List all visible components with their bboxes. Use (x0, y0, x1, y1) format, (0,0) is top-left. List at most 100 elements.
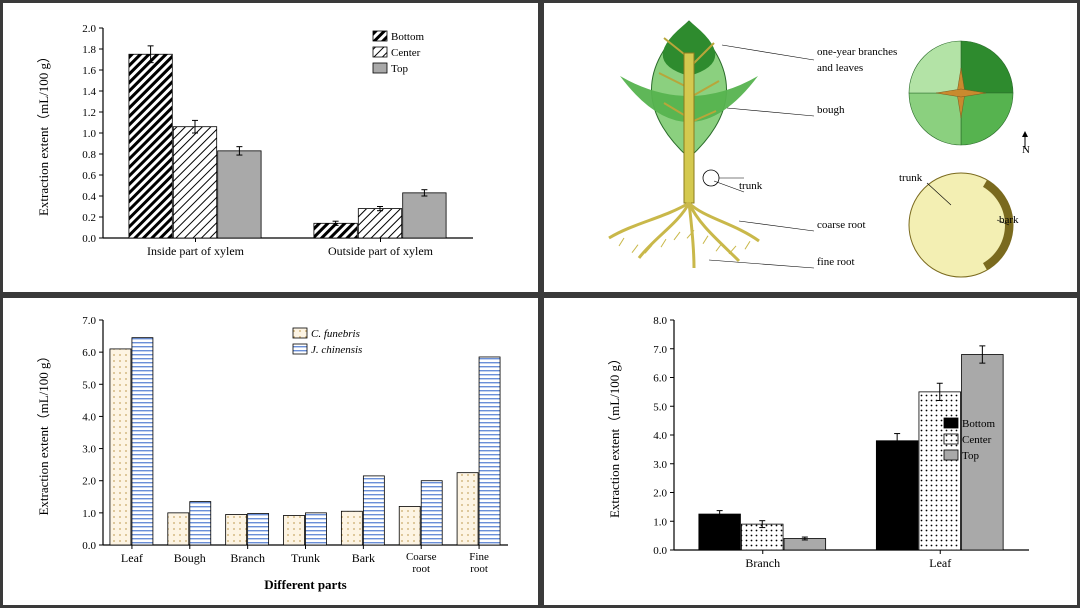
legend-label: Top (962, 450, 979, 462)
tree-diagram: one-year branches and leaves bough trunk coa… (544, 3, 1077, 292)
legend-swatch (944, 418, 958, 428)
xtick-label: Outside part of xylem (328, 244, 434, 258)
ytick-label: 1.8 (82, 44, 96, 56)
ytick-label: 2.0 (653, 488, 667, 500)
ytick-label: 1.4 (82, 86, 96, 98)
ytick-label: 1.0 (82, 508, 96, 520)
bar (218, 151, 261, 238)
panel-d: 0.0 1.0 2.0 3.0 4.0 5.0 6.0 7.0 8.0 Extraction ex… (541, 295, 1080, 608)
figure-grid: 0.0 0.2 0.4 0.6 0.8 1.0 1.2 1.4 1.6 1.8 2.0 Extract… (0, 0, 1080, 608)
legend-swatch (373, 31, 387, 41)
ytick-label: 5.0 (82, 379, 96, 391)
ytick-label: 7.0 (82, 315, 96, 327)
ytick-label: 0.0 (82, 540, 96, 552)
diagram-label: and leaves (817, 62, 863, 74)
xtick-label: Branch (230, 551, 265, 565)
ytick-label: 6.0 (82, 347, 96, 359)
ytick-label: 7.0 (653, 344, 667, 356)
xtick-label: Bough (174, 551, 206, 565)
bar (421, 481, 442, 545)
bar (129, 54, 172, 238)
ytick-label: 1.6 (82, 65, 96, 77)
bar (919, 392, 961, 550)
xtick-label: root (412, 563, 430, 575)
xtick-label: Coarse (406, 551, 437, 563)
bar (876, 441, 918, 550)
legend-label: J. chinensis (311, 344, 362, 356)
ytick-label: 2.0 (82, 476, 96, 488)
compass-label: N (1022, 144, 1030, 156)
xtick-label: Leaf (929, 556, 951, 570)
legend-label: Center (962, 434, 992, 446)
ytick-label: 3.0 (82, 444, 96, 456)
ytick-label: 0.6 (82, 170, 96, 182)
ytick-label: 1.0 (82, 128, 96, 140)
ytick-label: 8.0 (653, 315, 667, 327)
bar (341, 511, 362, 545)
legend-swatch (293, 328, 307, 338)
xtick-label: root (470, 563, 488, 575)
xtick-label: Leaf (121, 551, 143, 565)
ytick-label: 0.8 (82, 149, 96, 161)
bar (699, 514, 741, 550)
legend-label: Center (391, 47, 421, 59)
ytick-label: 6.0 (653, 373, 667, 385)
bar (306, 513, 327, 545)
legend-swatch (373, 47, 387, 57)
legend-swatch (373, 63, 387, 73)
legend-swatch (944, 434, 958, 444)
chart-svg: 0.0 1.0 2.0 3.0 4.0 5.0 6.0 7.0 Extraction exten… (3, 298, 538, 605)
legend-swatch (293, 344, 307, 354)
ytick-label: 0.0 (82, 233, 96, 245)
bar (399, 506, 420, 545)
diagram-label: fine root (817, 256, 855, 268)
diagram-label: trunk (899, 172, 923, 184)
chart-svg: 0.0 0.2 0.4 0.6 0.8 1.0 1.2 1.4 1.6 1.8 2.0 Extract… (3, 3, 538, 292)
bar (479, 357, 500, 545)
diagram-label: one-year branches (817, 46, 897, 58)
diagram-label: bough (817, 104, 845, 116)
bar (110, 349, 131, 545)
xtick-label: Branch (745, 556, 780, 570)
xtick-label: Trunk (291, 551, 320, 565)
legend-label: Bottom (962, 418, 995, 430)
diagram-label: coarse root (817, 219, 866, 231)
diagram-label: bark (999, 214, 1019, 226)
chart-svg: 0.0 1.0 2.0 3.0 4.0 5.0 6.0 7.0 8.0 Extraction ex… (544, 298, 1077, 605)
ytick-label: 5.0 (653, 401, 667, 413)
xtick-label: Fine (469, 551, 489, 563)
panel-c: 0.0 1.0 2.0 3.0 4.0 5.0 6.0 7.0 Extraction exten… (0, 295, 541, 608)
y-axis-label: Extraction extent（mL/100 g） (36, 50, 51, 216)
bar (132, 338, 153, 545)
xtick-label: Inside part of xylem (147, 244, 245, 258)
bar (226, 514, 247, 545)
y-axis-label: Extraction extent（mL/100 g） (36, 349, 51, 515)
panel-b: one-year branches and leaves bough trunk coa… (541, 0, 1080, 295)
x-axis-label: Different parts (264, 577, 346, 592)
bar (248, 514, 269, 546)
bar (284, 515, 305, 545)
ytick-label: 0.0 (653, 545, 667, 557)
ytick-label: 0.4 (82, 191, 96, 203)
ytick-label: 0.2 (82, 212, 96, 224)
ytick-label: 3.0 (653, 459, 667, 471)
bar (457, 473, 478, 545)
ytick-label: 1.0 (653, 516, 667, 528)
legend-label: C. funebris (311, 328, 360, 340)
diagram-label: trunk (739, 180, 763, 192)
legend-swatch (944, 450, 958, 460)
legend-label: Top (391, 63, 408, 75)
bar (190, 502, 211, 545)
legend-label: Bottom (391, 31, 424, 43)
ytick-label: 4.0 (82, 411, 96, 423)
y-axis-label: Extraction extent（mL/100 g） (607, 352, 622, 518)
ytick-label: 1.2 (82, 107, 96, 119)
bar (403, 193, 446, 238)
ytick-label: 4.0 (653, 430, 667, 442)
bar (168, 513, 189, 545)
panel-a: 0.0 0.2 0.4 0.6 0.8 1.0 1.2 1.4 1.6 1.8 2.0 Extract… (0, 0, 541, 295)
bar (363, 476, 384, 545)
xtick-label: Bark (352, 551, 375, 565)
bar (358, 209, 401, 238)
ytick-label: 2.0 (82, 23, 96, 35)
